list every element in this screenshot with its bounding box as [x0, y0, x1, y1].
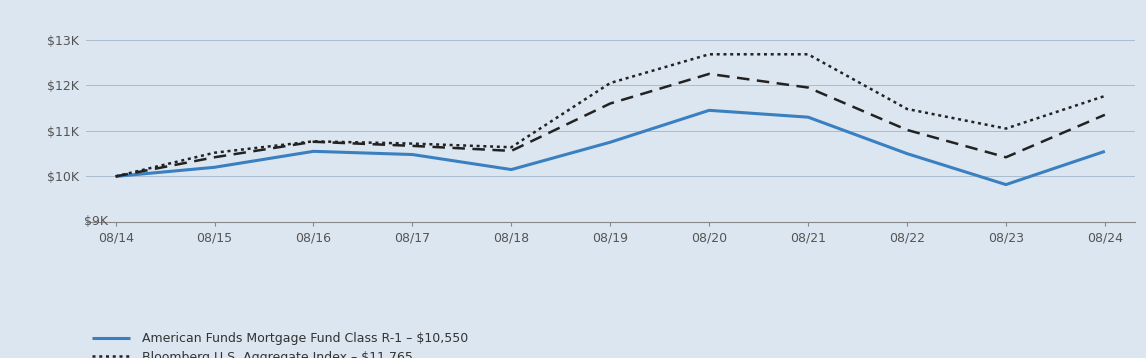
Line: American Funds Mortgage Fund Class R-1 – $10,550: American Funds Mortgage Fund Class R-1 –… [116, 110, 1105, 185]
Bloomberg U.S. Aggregate Index – $11,765 [1098, 94, 1112, 98]
Bloomberg U.S. Mortgage Backed Securities Index – $11,352 [702, 72, 716, 76]
Bloomberg U.S. Mortgage Backed Securities Index – $11,352 [801, 86, 815, 90]
Bloomberg U.S. Mortgage Backed Securities Index – $11,352 [900, 128, 913, 132]
Bloomberg U.S. Mortgage Backed Securities Index – $11,352 [406, 144, 419, 148]
Bloomberg U.S. Aggregate Index – $11,765 [307, 139, 321, 144]
American Funds Mortgage Fund Class R-1 – $10,550 [307, 149, 321, 154]
Bloomberg U.S. Aggregate Index – $11,765 [504, 145, 518, 149]
American Funds Mortgage Fund Class R-1 – $10,550 [504, 168, 518, 172]
American Funds Mortgage Fund Class R-1 – $10,550 [801, 115, 815, 119]
Bloomberg U.S. Aggregate Index – $11,765 [207, 151, 221, 155]
Bloomberg U.S. Aggregate Index – $11,765 [109, 174, 123, 179]
Bloomberg U.S. Mortgage Backed Securities Index – $11,352 [207, 155, 221, 159]
Bloomberg U.S. Aggregate Index – $11,765 [702, 52, 716, 57]
Bloomberg U.S. Mortgage Backed Securities Index – $11,352 [504, 149, 518, 153]
Bloomberg U.S. Aggregate Index – $11,765 [406, 141, 419, 146]
Text: $9K: $9K [84, 216, 108, 228]
Bloomberg U.S. Aggregate Index – $11,765 [801, 52, 815, 57]
Bloomberg U.S. Mortgage Backed Securities Index – $11,352 [999, 155, 1013, 159]
Line: Bloomberg U.S. Mortgage Backed Securities Index – $11,352: Bloomberg U.S. Mortgage Backed Securitie… [116, 74, 1105, 176]
American Funds Mortgage Fund Class R-1 – $10,550 [406, 153, 419, 157]
Bloomberg U.S. Aggregate Index – $11,765 [603, 81, 617, 85]
American Funds Mortgage Fund Class R-1 – $10,550 [999, 183, 1013, 187]
Bloomberg U.S. Mortgage Backed Securities Index – $11,352 [109, 174, 123, 179]
Bloomberg U.S. Aggregate Index – $11,765 [900, 107, 913, 111]
Bloomberg U.S. Aggregate Index – $11,765 [999, 126, 1013, 131]
American Funds Mortgage Fund Class R-1 – $10,550 [702, 108, 716, 112]
American Funds Mortgage Fund Class R-1 – $10,550 [109, 174, 123, 179]
Bloomberg U.S. Mortgage Backed Securities Index – $11,352 [307, 140, 321, 144]
Bloomberg U.S. Mortgage Backed Securities Index – $11,352 [1098, 113, 1112, 117]
American Funds Mortgage Fund Class R-1 – $10,550 [207, 165, 221, 169]
American Funds Mortgage Fund Class R-1 – $10,550 [1098, 149, 1112, 154]
American Funds Mortgage Fund Class R-1 – $10,550 [603, 140, 617, 144]
Line: Bloomberg U.S. Aggregate Index – $11,765: Bloomberg U.S. Aggregate Index – $11,765 [116, 54, 1105, 176]
American Funds Mortgage Fund Class R-1 – $10,550 [900, 151, 913, 156]
Bloomberg U.S. Mortgage Backed Securities Index – $11,352 [603, 101, 617, 106]
Legend: American Funds Mortgage Fund Class R-1 – $10,550, Bloomberg U.S. Aggregate Index: American Funds Mortgage Fund Class R-1 –… [92, 333, 523, 358]
